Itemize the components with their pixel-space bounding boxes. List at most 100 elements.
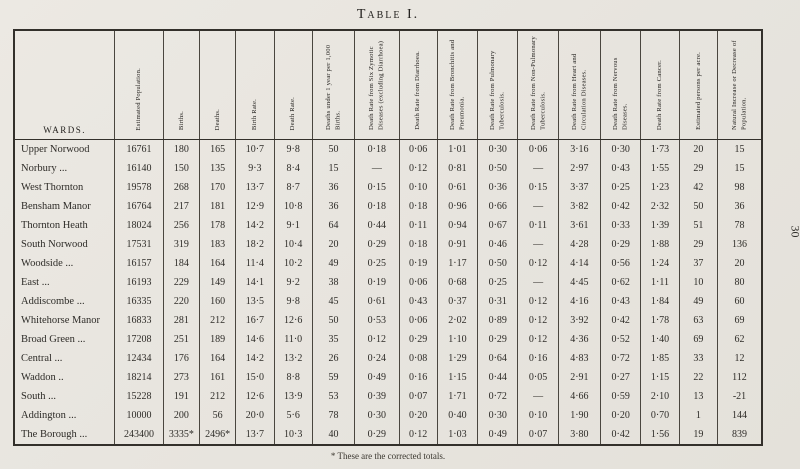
value-cell: 16157	[114, 254, 164, 273]
table-row: Whitehorse Manor 16833 281 212 16·7 12·6 50 0·5…	[13, 311, 763, 330]
column-header-label: Deaths under 1 year per 1,000 Births.	[324, 44, 342, 130]
value-cell: 20	[678, 139, 718, 159]
value-cell: 1·23	[640, 178, 680, 197]
value-cell: 0·50	[477, 159, 519, 178]
value-cell: 1·40	[640, 330, 680, 349]
value-cell: 50	[311, 139, 356, 159]
column-header: Estimated Population.	[114, 30, 164, 140]
value-cell: 0·43	[600, 292, 642, 311]
value-cell: 62	[716, 330, 763, 349]
wards-table: WARDS. Estimated Population. Births. Death…	[13, 29, 763, 446]
column-header: Deaths.	[198, 30, 237, 140]
value-cell: 0·12	[517, 254, 559, 273]
value-cell: 33	[678, 349, 718, 368]
value-cell: 3·92	[557, 311, 602, 330]
table-row: Thornton Heath 18024 256 178 14·2 9·1 64 0·44 0·…	[13, 216, 763, 235]
value-cell: 0·67	[477, 216, 519, 235]
value-cell: 13·2	[273, 349, 313, 368]
value-cell: 0·16	[398, 368, 438, 387]
value-cell: 0·64	[477, 349, 519, 368]
value-cell: 0·33	[600, 216, 642, 235]
value-cell: 161	[198, 368, 237, 387]
value-cell: 16761	[114, 139, 164, 159]
table-row: Broad Green ... 17208 251 189 14·6 11·0 35 0·12…	[13, 330, 763, 349]
column-header-label: Estimated Population.	[135, 67, 143, 130]
value-cell: 0·18	[398, 197, 438, 216]
value-cell: 183	[198, 235, 237, 254]
value-cell: 0·49	[477, 425, 519, 445]
ward-name: South Norwood	[13, 235, 116, 254]
value-cell: 13·7	[235, 425, 275, 445]
value-cell: 0·25	[477, 273, 519, 292]
value-cell: 0·12	[398, 159, 438, 178]
value-cell: 0·18	[398, 235, 438, 254]
value-cell: 112	[716, 368, 763, 387]
column-header: Estimated persons per acre.	[678, 30, 718, 140]
value-cell: 64	[311, 216, 356, 235]
value-cell: 0·81	[436, 159, 479, 178]
value-cell: 20·0	[235, 406, 275, 425]
value-cell: 0·43	[398, 292, 438, 311]
table-row: Bensham Manor 16764 217 181 12·9 10·8 36 0·18 0·…	[13, 197, 763, 216]
value-cell: 0·36	[477, 178, 519, 197]
value-cell: 80	[716, 273, 763, 292]
value-cell: 1·90	[557, 406, 602, 425]
value-cell: 1·88	[640, 235, 680, 254]
value-cell: 0·70	[640, 406, 680, 425]
column-header-label: Death Rate from Diarrhoea.	[414, 51, 422, 130]
value-cell: 12434	[114, 349, 164, 368]
column-header: Death Rate from Bronchitis and Pneumonia…	[436, 30, 479, 140]
value-cell: 13·9	[273, 387, 313, 406]
page-number: 30	[788, 225, 800, 238]
value-cell: 0·10	[517, 406, 559, 425]
value-cell: 78	[311, 406, 356, 425]
value-cell: 0·61	[354, 292, 400, 311]
value-cell: 0·25	[354, 254, 400, 273]
column-header-label: Estimated persons per acre.	[694, 52, 702, 130]
value-cell: 51	[678, 216, 718, 235]
column-header: Death Rate from Six Zymotic Diseases (ex…	[354, 30, 400, 140]
table-row: South ... 15228 191 212 12·6 13·9 53 0·39 0·07 1·…	[13, 387, 763, 406]
value-cell: 26	[311, 349, 356, 368]
value-cell: 212	[198, 387, 237, 406]
value-cell: 0·31	[477, 292, 519, 311]
value-cell: 212	[198, 311, 237, 330]
value-cell: 0·50	[477, 254, 519, 273]
value-cell: 19578	[114, 178, 164, 197]
column-header: Death Rate from Cancer.	[640, 30, 680, 140]
value-cell: 16335	[114, 292, 164, 311]
value-cell: 273	[162, 368, 200, 387]
column-header-label: Death Rate from Six Zymotic Diseases (ex…	[368, 40, 385, 130]
value-cell: 0·42	[600, 425, 642, 445]
value-cell: 14·1	[235, 273, 275, 292]
table-row: Waddon .. 18214 273 161 15·0 8·8 59 0·49 0·16 1·1…	[13, 368, 763, 387]
value-cell: 0·06	[398, 139, 438, 159]
value-cell: 13·5	[235, 292, 275, 311]
ward-name: Woodside ...	[13, 254, 116, 273]
value-cell: 45	[311, 292, 356, 311]
ward-name: Central ...	[13, 349, 116, 368]
value-cell: 0·19	[398, 254, 438, 273]
ward-name: Waddon ..	[13, 368, 116, 387]
value-cell: 0·56	[600, 254, 642, 273]
value-cell: 16833	[114, 311, 164, 330]
value-cell: 12·6	[235, 387, 275, 406]
value-cell: 0·27	[600, 368, 642, 387]
column-header-label: Death Rate from Cancer.	[656, 59, 664, 130]
value-cell: —	[517, 387, 559, 406]
value-cell: 170	[198, 178, 237, 197]
table-header-row: WARDS. Estimated Population. Births. Death…	[13, 30, 763, 140]
value-cell: 63	[678, 311, 718, 330]
value-cell: 69	[716, 311, 763, 330]
column-header-label: Births.	[177, 110, 185, 130]
ward-name: The Borough ...	[13, 425, 116, 445]
value-cell: 0·53	[354, 311, 400, 330]
value-cell: 60	[716, 292, 763, 311]
value-cell: —	[517, 273, 559, 292]
value-cell: 1·56	[640, 425, 680, 445]
value-cell: 0·29	[477, 330, 519, 349]
value-cell: 0·30	[477, 406, 519, 425]
column-header-label: Deaths.	[213, 108, 221, 130]
ward-name: Broad Green ...	[13, 330, 116, 349]
